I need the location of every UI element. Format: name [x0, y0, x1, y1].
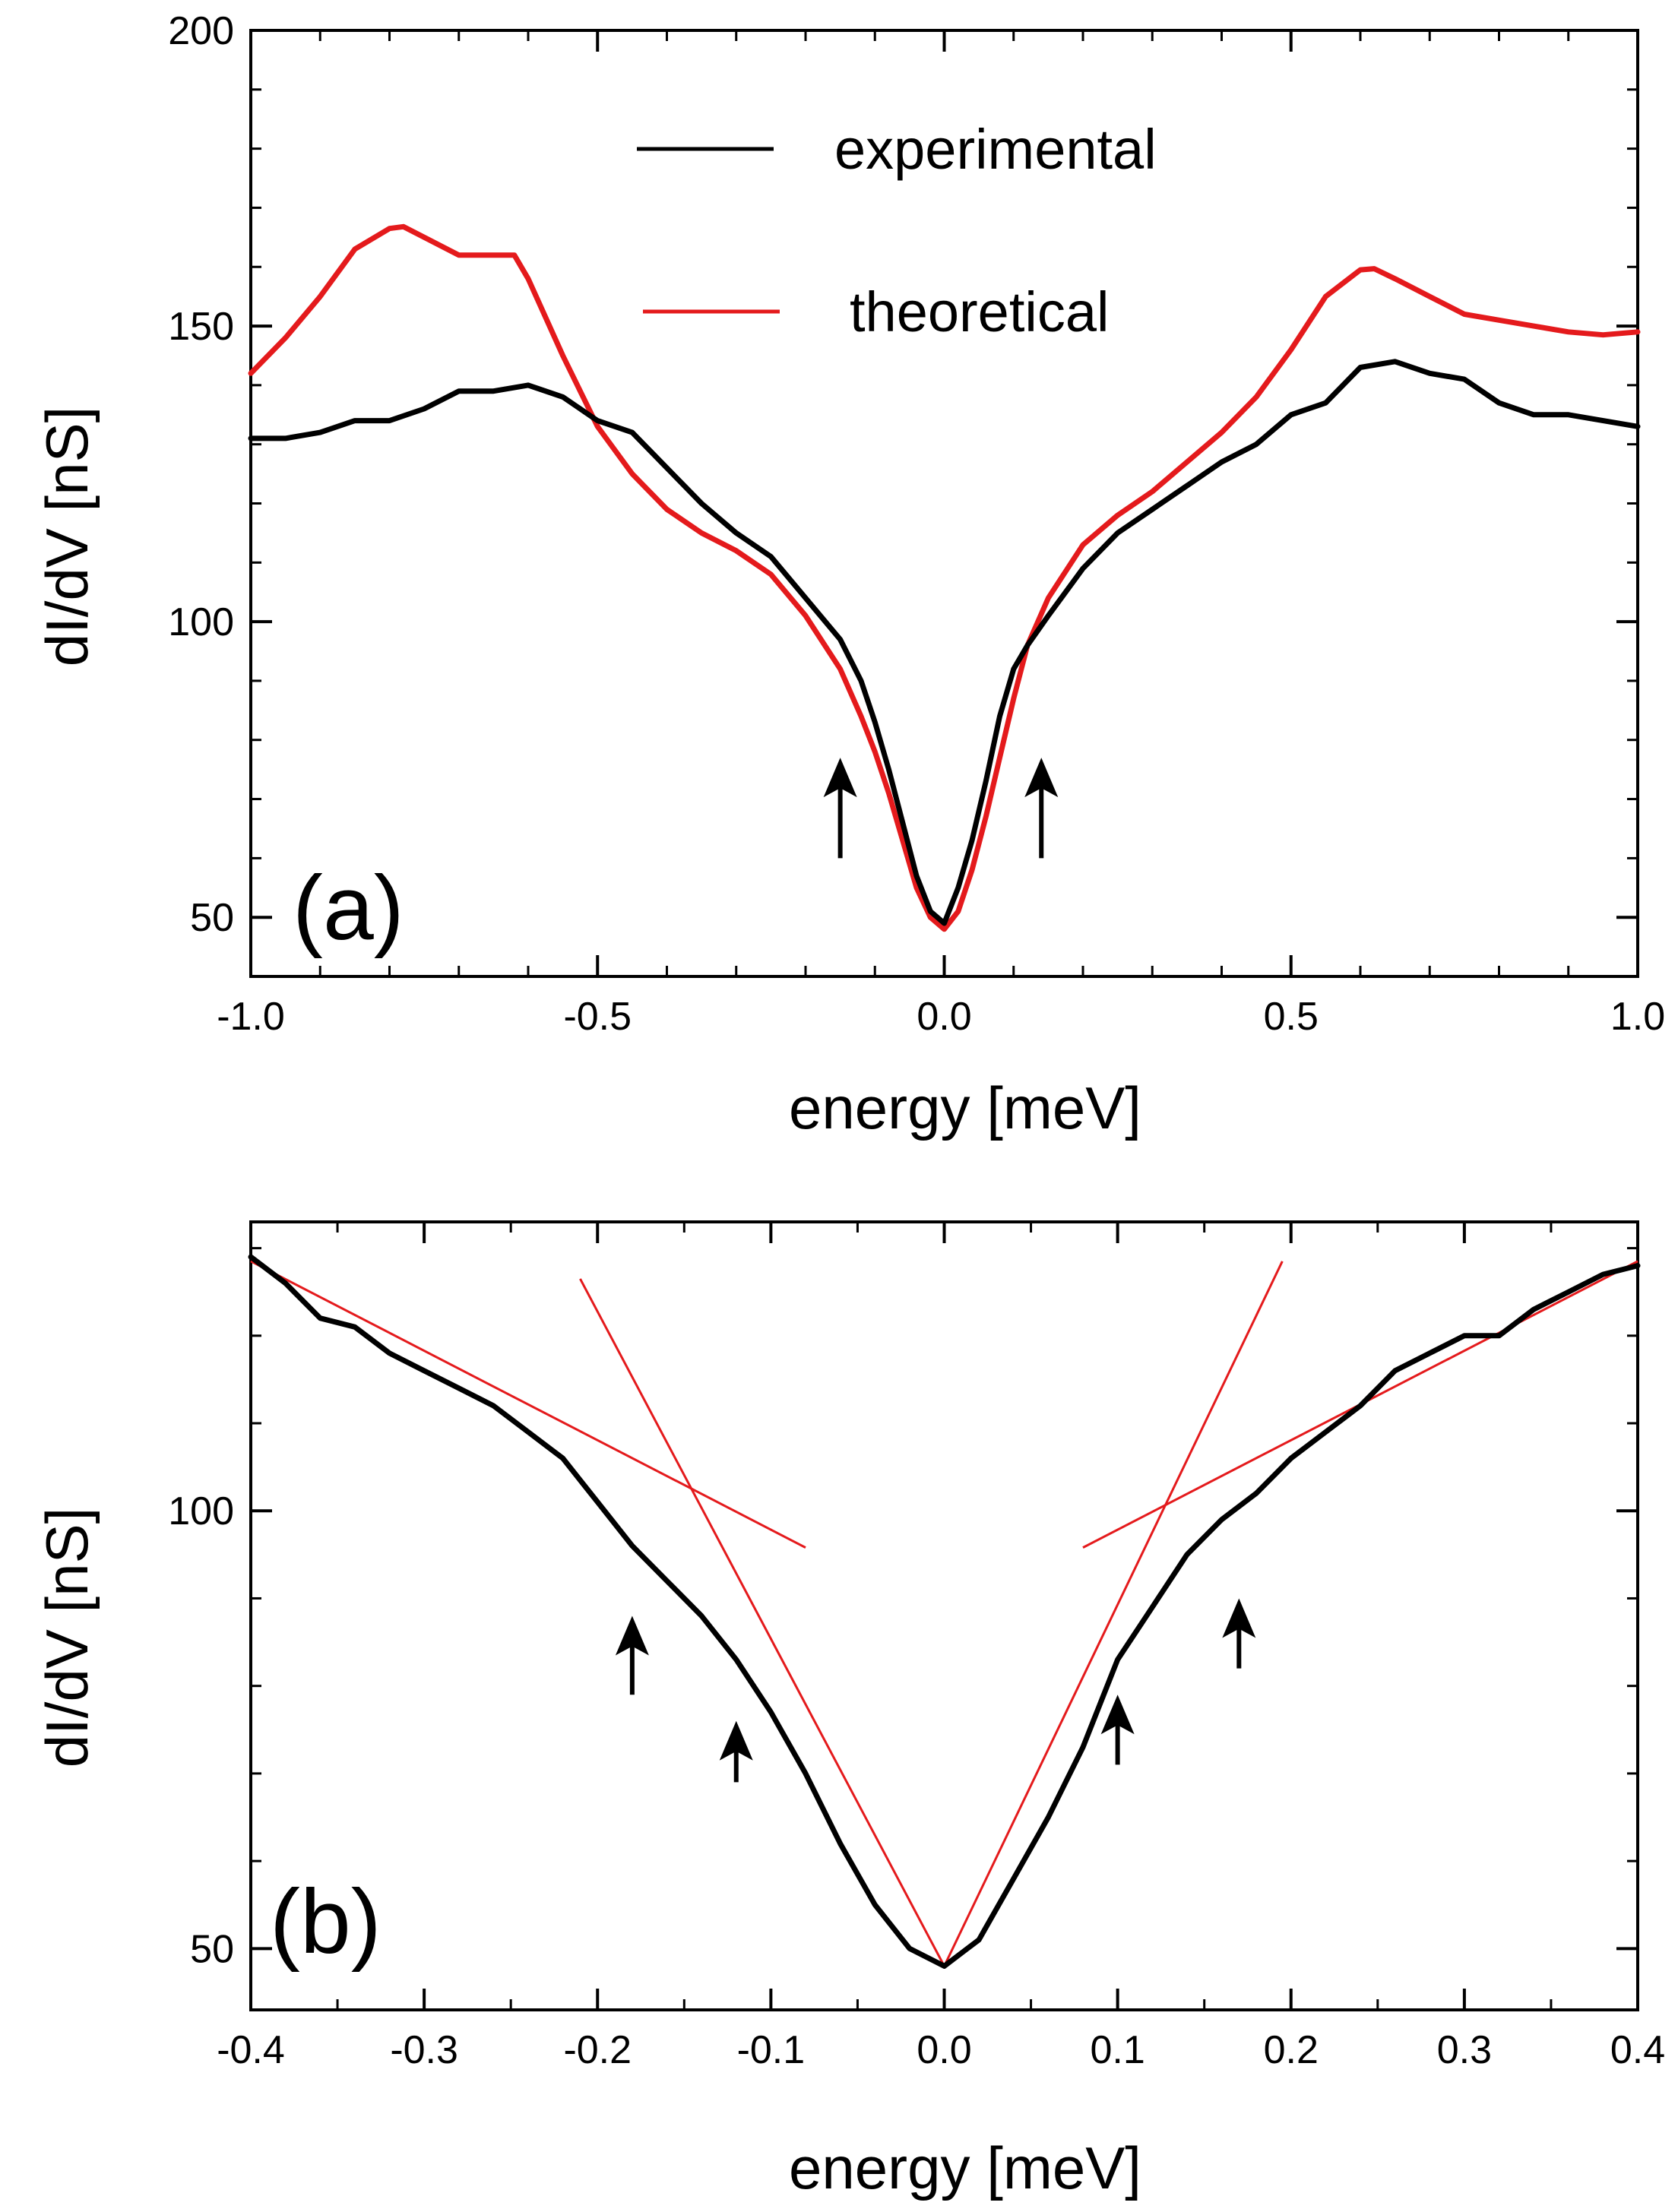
panel-b-x-axis-label: energy [meV] [789, 2134, 1141, 2201]
panel-a-x-tick-label: -1.0 [217, 995, 285, 1039]
panel-a-y-axis-label: dI/dV [nS] [33, 407, 100, 667]
panel-a-arrow-head-2 [1024, 758, 1059, 798]
legend-label-theoretical: theoretical [850, 280, 1109, 343]
panel-b-y-tick-label: 100 [168, 1489, 234, 1533]
panel-a-label: (a) [293, 857, 404, 959]
panel-a-series-experimental [248, 359, 1641, 926]
panel-b-plot-area: -0.4 -0.3 -0.2 -0.1 0.0 0.1 0.2 0.3 0.4 50 100 [168, 1220, 1665, 2072]
panel-b-fit-line-1 [250, 1260, 806, 1549]
panel-a-series-theoretical [248, 223, 1641, 932]
panel-b-x-tick-label: 0.4 [1610, 2028, 1665, 2072]
legend-label-experimental: experimental [834, 118, 1157, 181]
panel-b-x-tick-label: -0.1 [737, 2028, 806, 2072]
panel-b-x-tick-label: 0.0 [917, 2028, 971, 2072]
panel-b-x-tick-label: 0.2 [1264, 2028, 1319, 2072]
panel-a-plot-area: -1.0 -0.5 0.0 0.5 1.0 50 100 150 200 [168, 9, 1665, 1039]
panel-b-y-tick-label: 50 [190, 1927, 234, 1971]
panel-a-y-tick-label: 100 [168, 600, 234, 644]
panel-b-x-tick-label: -0.3 [390, 2028, 458, 2072]
panel-a-y-tick-label: 150 [168, 305, 234, 349]
panel-a: -1.0 -0.5 0.0 0.5 1.0 50 100 150 200 energy [meV… [33, 9, 1665, 1141]
panel-a-x-tick-label: 1.0 [1610, 995, 1665, 1039]
panel-a-x-tick-label: -0.5 [563, 995, 632, 1039]
panel-b-arrow-head-4 [1222, 1598, 1256, 1638]
panel-b-label: (b) [270, 1871, 382, 1973]
panel-b-series-experimental [248, 1254, 1641, 1969]
panel-a-y-tick-label: 50 [190, 896, 234, 940]
panel-b: -0.4 -0.3 -0.2 -0.1 0.0 0.1 0.2 0.3 0.4 50 100 ene… [33, 1220, 1665, 2201]
panel-a-arrow-head-1 [823, 758, 857, 798]
panel-b-fit-line-3 [943, 1261, 1284, 1967]
panel-b-x-tick-label: -0.2 [563, 2028, 632, 2072]
panel-b-fit-line-2 [579, 1278, 945, 1967]
panel-a-x-axis-label: energy [meV] [789, 1074, 1141, 1141]
panel-b-arrow-head-2 [719, 1720, 753, 1761]
panel-b-arrow-head-3 [1100, 1695, 1135, 1735]
panel-b-x-tick-label: -0.4 [217, 2028, 285, 2072]
panel-a-x-tick-label: 0.5 [1264, 995, 1319, 1039]
panel-a-x-tick-label: 0.0 [917, 995, 971, 1039]
legend: experimental theoretical [637, 118, 1157, 343]
panel-b-y-axis-label: dI/dV [nS] [33, 1508, 100, 1768]
panel-b-x-tick-label: 0.3 [1437, 2028, 1492, 2072]
panel-a-y-tick-label: 200 [168, 9, 234, 53]
panel-b-arrow-head-1 [615, 1615, 649, 1656]
panel-b-x-tick-label: 0.1 [1090, 2028, 1145, 2072]
